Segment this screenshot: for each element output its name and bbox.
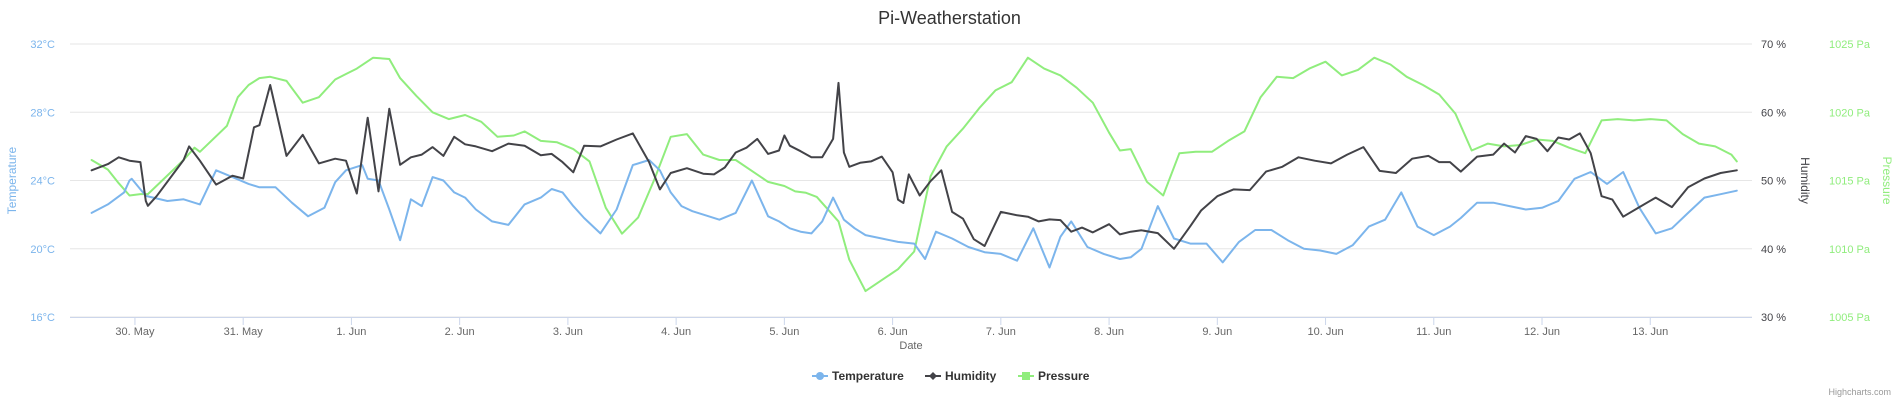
x-tick-label: 10. Jun — [1308, 326, 1344, 338]
temperature-tick-label: 24°C — [30, 176, 55, 188]
x-tick-label: 2. Jun — [445, 326, 475, 338]
legend-item-temperature[interactable]: Temperature — [812, 369, 904, 383]
legend-label: Humidity — [945, 369, 997, 383]
x-tick-label: 11. Jun — [1416, 326, 1451, 338]
legend-marker — [1022, 372, 1030, 380]
pressure-axis-title: Pressure — [1880, 156, 1894, 204]
pressure-tick-label: 1010 Pa — [1829, 244, 1871, 256]
temperature-series-line[interactable] — [90, 159, 1738, 269]
x-tick-label: 31. May — [224, 326, 264, 338]
pressure-tick-label: 1020 Pa — [1829, 107, 1871, 119]
temperature-tick-label: 32°C — [30, 39, 55, 51]
temperature-tick-label: 16°C — [30, 312, 55, 324]
legend[interactable]: Temperature Humidity Pressure — [812, 369, 1090, 383]
pressure-tick-label: 1005 Pa — [1829, 312, 1871, 324]
x-tick-label: 12. Jun — [1524, 326, 1560, 338]
x-tick-label: 3. Jun — [553, 326, 583, 338]
pressure-series-line[interactable] — [90, 56, 1738, 293]
legend-item-humidity[interactable]: Humidity — [925, 369, 997, 383]
legend-item-pressure[interactable]: Pressure — [1018, 369, 1090, 383]
legend-label: Temperature — [832, 369, 904, 383]
legend-label: Pressure — [1038, 369, 1090, 383]
x-tick-label: 7. Jun — [986, 326, 1016, 338]
legend-marker — [929, 372, 937, 380]
chart-title: Pi-Weatherstation — [878, 8, 1021, 28]
x-tick-label: 4. Jun — [661, 326, 691, 338]
credits-link[interactable]: Highcharts.com — [1828, 387, 1891, 397]
temperature-axis-title: Temperature — [5, 146, 19, 214]
series-layer — [90, 56, 1738, 293]
x-tick-label: 5. Jun — [769, 326, 799, 338]
humidity-axis-title: Humidity — [1798, 157, 1812, 204]
x-tick-label: 13. Jun — [1632, 326, 1668, 338]
legend-marker — [816, 372, 824, 380]
x-tick-label: 6. Jun — [878, 326, 908, 338]
x-axis-title: Date — [899, 340, 922, 352]
humidity-tick-label: 60 % — [1761, 107, 1786, 119]
humidity-tick-label: 30 % — [1761, 312, 1786, 324]
temperature-tick-label: 28°C — [30, 107, 55, 119]
x-tick-label: 1. Jun — [336, 326, 366, 338]
x-tick-label: 30. May — [115, 326, 155, 338]
temperature-tick-label: 20°C — [30, 244, 55, 256]
humidity-tick-label: 50 % — [1761, 176, 1786, 188]
x-tick-label: 9. Jun — [1202, 326, 1232, 338]
axis-layer: 30. May 31. May 1. Jun 2. Jun 3. Jun 4. Jun 5.… — [5, 39, 1894, 338]
humidity-series-line[interactable] — [90, 81, 1738, 250]
pressure-tick-label: 1025 Pa — [1829, 39, 1871, 51]
x-tick-label: 8. Jun — [1094, 326, 1124, 338]
pressure-tick-label: 1015 Pa — [1829, 176, 1871, 188]
humidity-tick-label: 40 % — [1761, 244, 1786, 256]
humidity-tick-label: 70 % — [1761, 39, 1786, 51]
